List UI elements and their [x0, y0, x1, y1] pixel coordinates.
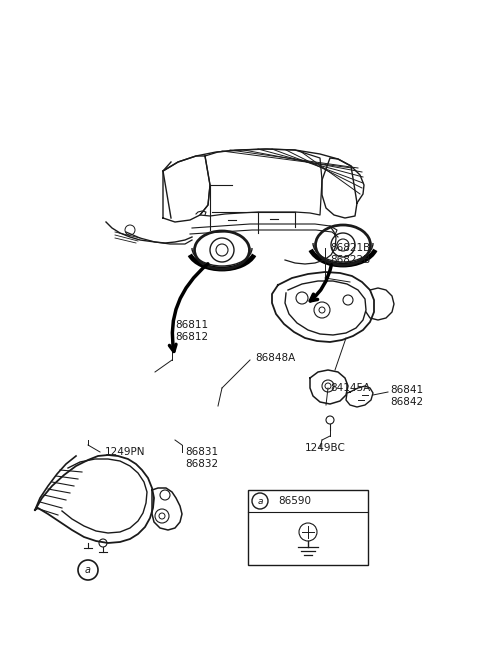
Text: 86811: 86811 — [175, 320, 208, 330]
Text: a: a — [85, 565, 91, 575]
Text: 86822B: 86822B — [330, 255, 370, 265]
Text: 1249PN: 1249PN — [105, 447, 145, 457]
Text: 84145A: 84145A — [330, 383, 370, 393]
Text: 86590: 86590 — [278, 496, 311, 506]
Text: 86842: 86842 — [390, 397, 423, 407]
Text: 86821B: 86821B — [330, 243, 370, 253]
Text: 86812: 86812 — [175, 332, 208, 342]
Text: 1249BC: 1249BC — [305, 443, 346, 453]
Text: 86832: 86832 — [185, 459, 218, 469]
Text: a: a — [257, 497, 263, 506]
Text: 86841: 86841 — [390, 385, 423, 395]
Text: 86831: 86831 — [185, 447, 218, 457]
Bar — [248, 490, 368, 565]
Text: 86848A: 86848A — [255, 353, 295, 363]
